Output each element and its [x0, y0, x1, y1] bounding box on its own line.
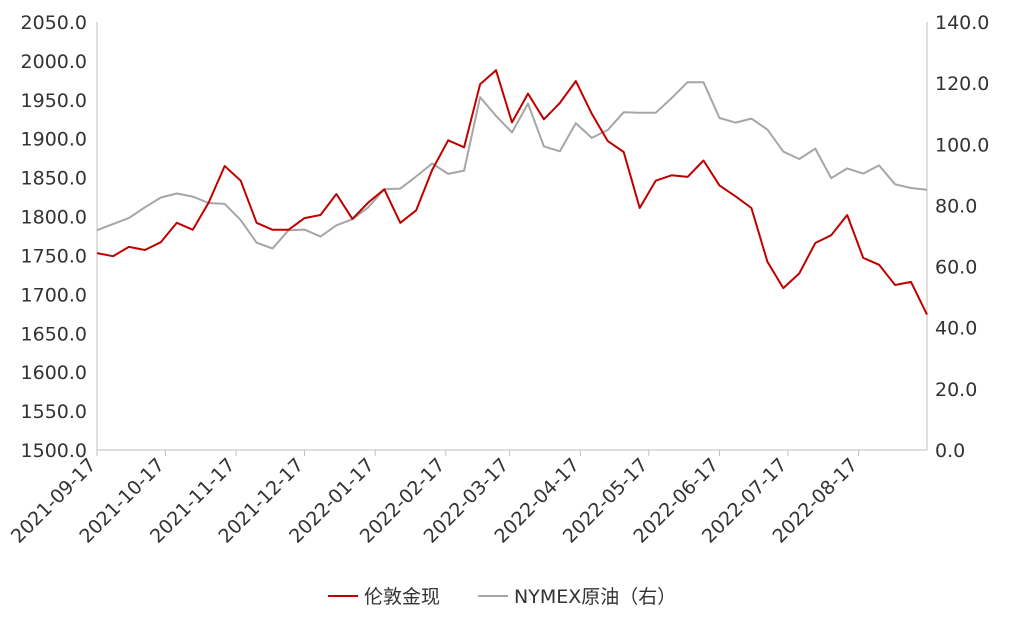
- gold-price-line: [96, 69, 928, 316]
- left-y-tick-label: 1950.0: [21, 90, 87, 112]
- left-y-tick-label: 2000.0: [21, 51, 87, 73]
- left-y-tick-label: 2050.0: [21, 12, 87, 34]
- left-y-tick-label: 1900.0: [21, 129, 87, 151]
- right-y-tick-label: 20.0: [935, 379, 977, 401]
- right-y-tick-label: 100.0: [935, 134, 989, 156]
- left-y-axis: 1500.0 1550.0 1600.0 1650.0 1700.0 1750.0 1800…: [21, 12, 87, 462]
- left-y-tick-label: 1500.0: [21, 440, 87, 462]
- left-y-tick-label: 1750.0: [21, 245, 87, 267]
- right-y-axis: 0.0 20.0 40.0 60.0 80.0 100.0 120.0 140.0: [935, 12, 989, 462]
- series-lines: [96, 69, 928, 316]
- x-axis: 2021-09-172021-10-172021-11-172021-12-17…: [7, 450, 862, 548]
- left-y-tick-label: 1700.0: [21, 284, 87, 306]
- legend-label-gold: 伦敦金现: [364, 586, 440, 608]
- right-y-tick-label: 0.0: [935, 440, 965, 462]
- left-y-tick-label: 1800.0: [21, 207, 87, 229]
- right-y-tick-label: 60.0: [935, 257, 977, 279]
- right-y-tick-label: 80.0: [935, 195, 977, 217]
- left-y-tick-label: 1850.0: [21, 168, 87, 190]
- legend-label-oil: NYMEX原油（右）: [514, 586, 676, 608]
- right-y-tick-label: 140.0: [935, 12, 989, 34]
- plot-area: [96, 22, 928, 451]
- right-y-tick-label: 120.0: [935, 73, 989, 95]
- right-y-tick-label: 40.0: [935, 318, 977, 340]
- legend: 伦敦金现 NYMEX原油（右）: [328, 586, 676, 608]
- left-y-tick-label: 1650.0: [21, 323, 87, 345]
- crude-oil-line: [96, 81, 928, 250]
- left-y-tick-label: 1550.0: [21, 401, 87, 423]
- left-y-tick-label: 1600.0: [21, 362, 87, 384]
